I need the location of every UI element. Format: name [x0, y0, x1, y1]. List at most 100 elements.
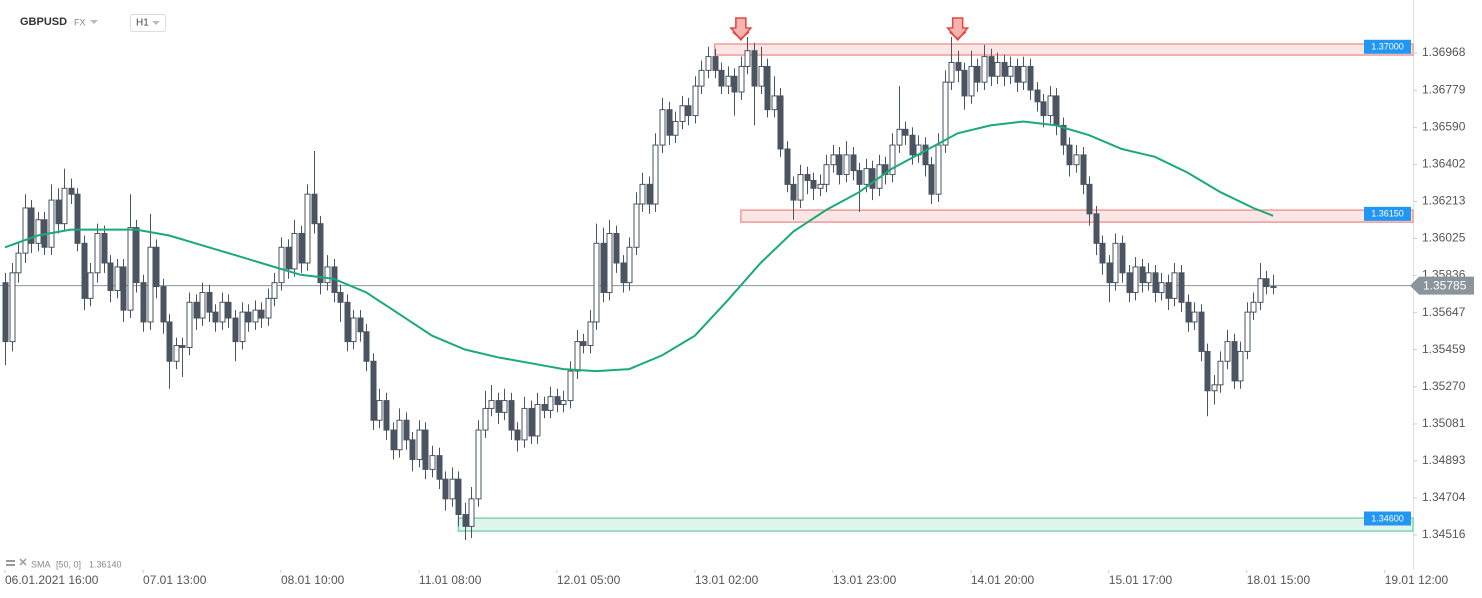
timeframe-select[interactable]	[130, 14, 166, 32]
candle-body	[909, 134, 916, 156]
candle-body	[521, 407, 528, 441]
candle-body	[48, 199, 55, 248]
candle-body	[830, 154, 837, 166]
level-zone	[713, 43, 1414, 56]
candle-body	[613, 233, 620, 264]
candle-body	[350, 317, 357, 343]
candle-body	[981, 56, 988, 83]
candle-body	[1198, 311, 1205, 352]
candle-body	[429, 455, 436, 470]
candle-body	[777, 95, 784, 150]
candle-body	[61, 187, 68, 225]
candle-body	[652, 144, 659, 205]
y-tick-label: 1.36213	[1422, 194, 1466, 208]
candle-body	[902, 128, 909, 136]
candle-body	[291, 233, 298, 270]
candle-body	[955, 62, 962, 71]
candle-body	[422, 429, 429, 470]
candle-body	[922, 144, 929, 166]
candle-body	[68, 187, 75, 195]
y-tick-label: 1.36590	[1422, 120, 1466, 134]
candle-body	[685, 105, 692, 117]
y-tick-label: 1.35081	[1422, 416, 1466, 430]
candle-body	[1132, 266, 1139, 293]
candle-body	[324, 266, 331, 284]
candle-body	[790, 183, 797, 201]
candle-body	[357, 317, 364, 333]
candle-body	[258, 309, 265, 319]
candle-body	[1257, 278, 1264, 303]
candle-body	[1270, 286, 1277, 289]
candle-body	[225, 301, 232, 319]
candle-body	[239, 311, 246, 343]
candle-body	[390, 429, 397, 451]
candle-body	[409, 439, 416, 461]
candle-body	[974, 65, 981, 83]
candle-body	[1139, 266, 1146, 284]
candle-body	[74, 193, 81, 244]
candle-body	[712, 56, 719, 71]
candle-body	[1165, 282, 1172, 299]
legend-close[interactable]	[19, 558, 27, 566]
candle-body	[560, 400, 567, 406]
level-label-box	[1364, 511, 1411, 526]
candle-body	[344, 301, 351, 343]
candle-body	[28, 207, 35, 244]
candle-body	[850, 154, 857, 172]
candle-body	[482, 407, 489, 431]
candle-body	[376, 400, 383, 421]
candle-body	[1093, 213, 1100, 244]
candle-body	[285, 246, 292, 270]
candle-body	[1099, 242, 1106, 264]
candle-body	[1020, 65, 1027, 83]
candle-body	[193, 301, 200, 319]
candle-body	[567, 370, 574, 402]
candle-body	[87, 272, 94, 299]
candle-body	[1185, 301, 1192, 323]
level-label-box	[1364, 206, 1411, 221]
candle-body	[1112, 242, 1119, 284]
header: GBPUSD FX H1	[20, 14, 166, 32]
y-tick-label: 1.36402	[1422, 156, 1466, 170]
candle-body	[961, 69, 968, 97]
candle-body	[436, 455, 443, 480]
y-tick-label: 1.34516	[1422, 527, 1466, 541]
candle-body	[771, 95, 778, 111]
candle-body	[468, 498, 475, 527]
candle-body	[863, 168, 870, 185]
candle-body	[528, 407, 535, 437]
candle-body	[186, 301, 193, 349]
candle-body	[245, 311, 252, 323]
candle-body	[265, 297, 272, 319]
candle-body	[554, 396, 561, 406]
level-label-box	[1364, 39, 1411, 54]
candle-body	[199, 291, 206, 319]
x-tick-label: 07.01 13:00	[143, 573, 207, 587]
candle-body	[718, 69, 725, 87]
candle-body	[764, 65, 771, 111]
sma-name: SMA	[31, 559, 51, 569]
candle-body	[140, 282, 147, 323]
candle-body	[672, 120, 679, 136]
candle-body	[882, 164, 889, 176]
candle-body	[823, 164, 830, 185]
candle-body	[856, 170, 863, 185]
candle-body	[212, 311, 219, 323]
candle-body	[81, 242, 88, 299]
candle-body	[1007, 65, 1014, 77]
x-tick-label: 18.01 15:00	[1247, 573, 1311, 587]
candle-body	[396, 419, 403, 451]
candle-body	[15, 252, 22, 274]
sma-params: [50, 0]	[56, 559, 81, 569]
candle-body	[1106, 262, 1113, 284]
candle-body	[1040, 101, 1047, 117]
timeframe: H1	[136, 18, 149, 29]
candle-body	[173, 345, 180, 362]
candle-body	[1027, 65, 1034, 91]
candle-body	[94, 233, 101, 274]
candle-body	[219, 301, 226, 323]
candle-body	[101, 233, 108, 264]
last-price-label: 1.35785	[1423, 278, 1467, 292]
candle-body	[935, 144, 942, 195]
